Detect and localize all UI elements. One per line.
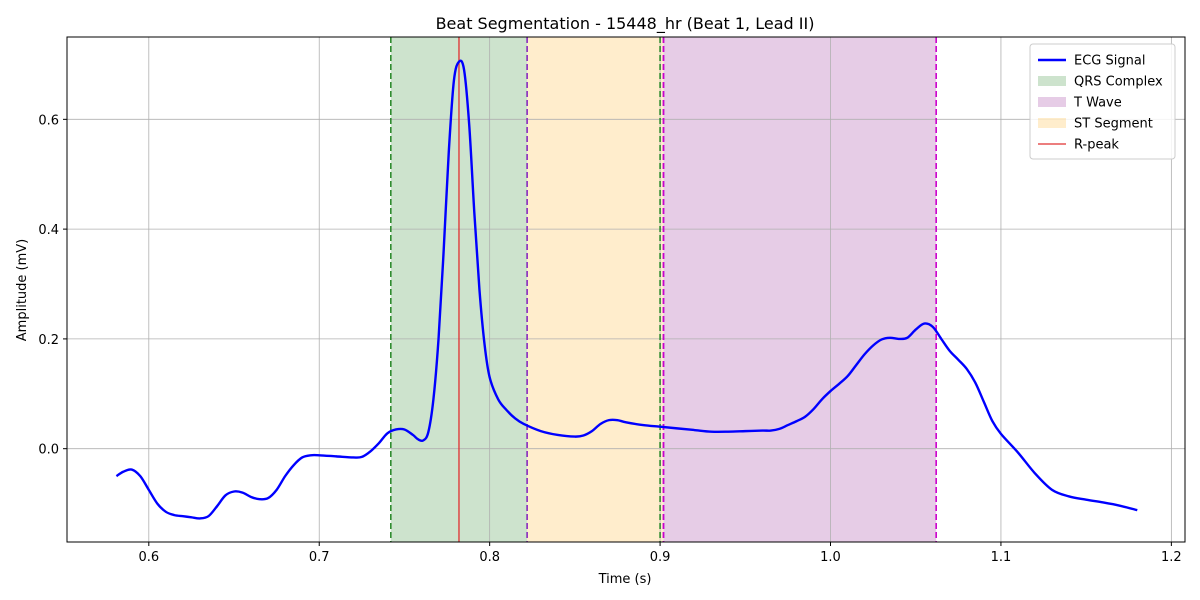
chart-title: Beat Segmentation - 15448_hr (Beat 1, Le… xyxy=(436,14,815,34)
y-tick-label: 0.4 xyxy=(38,223,59,238)
y-tick-label: 0.6 xyxy=(38,113,59,128)
ticks-layer: 0.6 0.7 0.8 0.9 1.0 1.1 1.2 0.0 0.2 0.4 0.6 xyxy=(38,113,1181,565)
ecg-signal-line xyxy=(115,59,1138,520)
x-tick-label: 1.0 xyxy=(820,550,841,565)
boundary-lines-layer xyxy=(390,37,937,542)
legend-label-st-segment: ST Segment xyxy=(1074,117,1153,132)
y-tick-label: 0.2 xyxy=(38,333,59,348)
y-axis-label: Amplitude (mV) xyxy=(15,239,30,341)
plot-frame xyxy=(66,36,1186,543)
x-tick-label: 1.2 xyxy=(1161,550,1182,565)
legend-swatch-qrs-complex xyxy=(1038,76,1066,86)
y-tick-label: 0.0 xyxy=(38,443,59,458)
x-tick-label: 0.6 xyxy=(138,550,159,565)
st-segment-region xyxy=(527,37,664,542)
legend: ECG Signal QRS Complex T Wave ST Segment R-p… xyxy=(1029,43,1176,160)
legend-label-qrs-complex: QRS Complex xyxy=(1074,75,1163,90)
legend-label-ecg-signal: ECG Signal xyxy=(1074,54,1145,69)
x-tick-label: 0.7 xyxy=(309,550,330,565)
x-tick-label: 0.9 xyxy=(650,550,671,565)
x-tick-label: 0.8 xyxy=(479,550,500,565)
series-layer xyxy=(115,59,1138,520)
legend-label-t-wave: T Wave xyxy=(1073,96,1122,111)
x-tick-label: 1.1 xyxy=(991,550,1012,565)
x-axis-label: Time (s) xyxy=(598,572,652,587)
legend-swatch-st-segment xyxy=(1038,118,1066,128)
t-wave-region xyxy=(663,37,937,542)
legend-label-r-peak: R-peak xyxy=(1074,138,1119,153)
legend-box xyxy=(1029,43,1176,160)
legend-swatch-t-wave xyxy=(1038,97,1066,107)
grid-layer xyxy=(67,37,1185,542)
